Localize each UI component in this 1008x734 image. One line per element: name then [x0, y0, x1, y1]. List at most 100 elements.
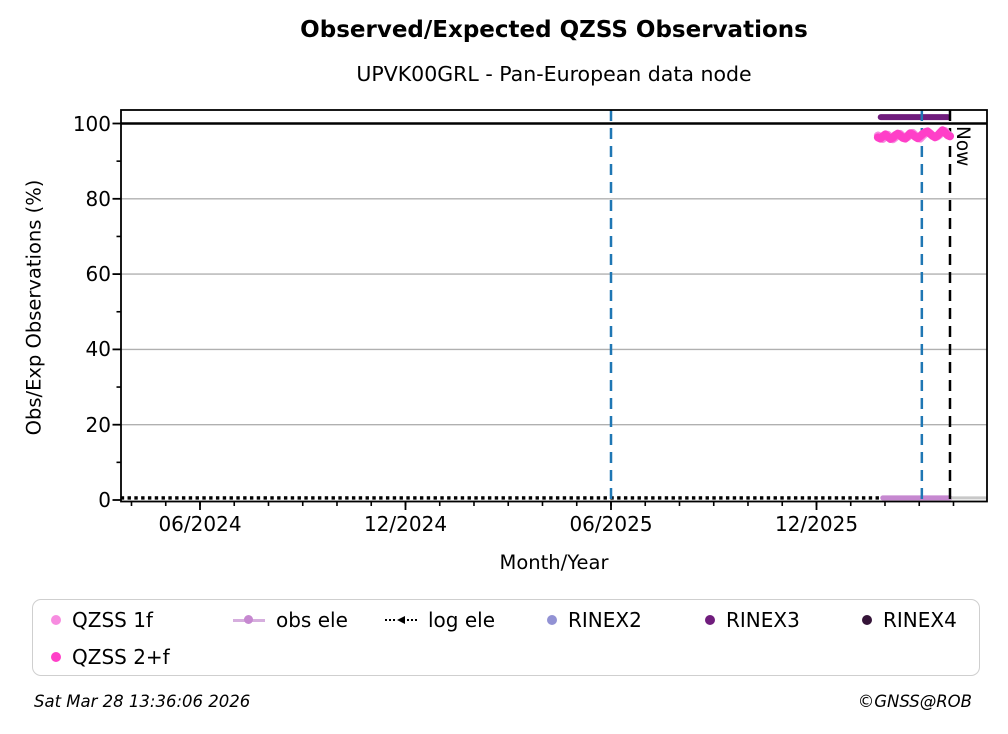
- log-ele-marker: [222, 496, 227, 500]
- log-ele-marker: [759, 496, 764, 500]
- legend-line-marker: [244, 615, 253, 624]
- y-tick-label: 40: [85, 337, 111, 362]
- log-ele-marker: [168, 496, 172, 500]
- legend-item-qzss-2-f[interactable]: QZSS 2+f: [51, 645, 170, 669]
- legend-item-log-ele[interactable]: log ele: [385, 608, 495, 632]
- log-ele-marker: [304, 496, 308, 500]
- legend-label: RINEX2: [568, 608, 642, 632]
- log-ele-marker: [379, 496, 383, 500]
- chart-subtitle: UPVK00GRL - Pan-European data node: [356, 62, 752, 86]
- log-ele-marker: [413, 496, 417, 500]
- log-ele-marker: [120, 496, 125, 500]
- log-ele-marker: [719, 496, 723, 500]
- log-ele-marker: [657, 496, 662, 500]
- log-ele-marker: [447, 496, 451, 500]
- legend-label: log ele: [428, 608, 496, 632]
- x-tick-label: 06/2025: [569, 512, 653, 536]
- log-ele-marker: [229, 496, 233, 500]
- log-ele-marker: [841, 496, 845, 500]
- log-ele-marker: [793, 496, 798, 500]
- legend-item-rinex3[interactable]: RINEX3: [705, 608, 800, 632]
- log-ele-marker: [542, 496, 546, 500]
- plot-frame: [120, 109, 988, 503]
- log-ele-marker: [338, 496, 342, 500]
- log-ele-marker: [725, 496, 730, 500]
- log-ele-marker: [875, 496, 879, 500]
- log-ele-marker: [195, 496, 199, 500]
- log-ele-marker: [161, 496, 165, 500]
- log-ele-marker: [290, 496, 295, 500]
- log-ele-marker: [807, 496, 811, 500]
- legend: QZSS 1f obs ele log ele RINEX2 RINEX3 RINEX4 Q…: [32, 599, 980, 676]
- log-ele-marker: [698, 496, 703, 500]
- log-ele-marker: [521, 496, 526, 500]
- legend-dot-icon: [51, 615, 61, 625]
- y-tick-label: 80: [85, 186, 111, 211]
- log-ele-marker: [453, 496, 458, 500]
- log-ele-marker: [283, 496, 288, 500]
- legend-dot-icon: [547, 615, 557, 625]
- log-ele-marker: [583, 496, 587, 500]
- log-ele-marker: [868, 496, 873, 500]
- log-ele-marker: [562, 496, 567, 500]
- log-ele-marker: [181, 496, 186, 500]
- log-ele-marker: [834, 496, 839, 500]
- legend-item-rinex2[interactable]: RINEX2: [547, 608, 642, 632]
- log-ele-marker: [596, 496, 601, 500]
- log-ele-marker: [351, 496, 356, 500]
- log-ele-marker: [569, 496, 573, 500]
- log-ele-marker: [399, 496, 403, 500]
- legend-dot-icon: [862, 615, 872, 625]
- log-ele-marker: [691, 496, 696, 500]
- log-ele-marker: [345, 496, 349, 500]
- log-ele-marker: [297, 496, 301, 500]
- log-ele-marker: [317, 496, 322, 500]
- log-ele-marker: [324, 496, 329, 500]
- legend-dotted-line-icon: [385, 614, 417, 626]
- log-ele-marker: [311, 496, 315, 500]
- legend-dot-icon: [705, 615, 715, 625]
- legend-triangle-marker: [397, 616, 405, 624]
- log-ele-marker: [705, 496, 709, 500]
- log-ele-marker: [474, 496, 478, 500]
- log-ele-marker: [589, 496, 594, 500]
- log-ele-marker: [827, 496, 832, 500]
- log-ele-marker: [331, 496, 335, 500]
- log-ele-marker: [243, 496, 247, 500]
- log-ele-marker: [487, 496, 492, 500]
- log-ele-marker: [528, 496, 533, 500]
- legend-item-qzss-1f[interactable]: QZSS 1f: [51, 608, 153, 632]
- log-ele-marker: [419, 496, 424, 500]
- log-ele-marker: [263, 496, 267, 500]
- x-tick-label: 12/2025: [774, 512, 859, 536]
- log-ele-marker: [385, 496, 390, 500]
- log-ele-marker: [426, 496, 431, 500]
- log-ele-marker: [555, 496, 560, 500]
- log-ele-marker: [494, 496, 499, 500]
- legend-item-rinex4[interactable]: RINEX4: [862, 608, 957, 632]
- log-ele-marker: [848, 496, 852, 500]
- log-ele-marker: [678, 496, 682, 500]
- log-ele-marker: [460, 496, 465, 500]
- log-ele-marker: [753, 496, 757, 500]
- log-ele-marker: [766, 496, 771, 500]
- log-ele-marker: [623, 496, 628, 500]
- y-tick-label: 60: [85, 262, 111, 287]
- log-ele-marker: [712, 496, 716, 500]
- x-axis-label: Month/Year: [499, 551, 609, 574]
- log-ele-marker: [467, 496, 471, 500]
- log-ele-marker: [406, 496, 410, 500]
- log-ele-marker: [515, 496, 519, 500]
- legend-label: obs ele: [276, 608, 348, 632]
- log-ele-marker: [277, 496, 281, 500]
- log-ele-marker: [141, 496, 145, 500]
- legend-item-obs-ele[interactable]: obs ele: [233, 608, 348, 632]
- log-ele-marker: [603, 496, 607, 500]
- log-ele-marker: [508, 496, 512, 500]
- log-ele-marker: [773, 496, 777, 500]
- log-ele-marker: [787, 496, 791, 500]
- y-tick-label: 0: [98, 488, 111, 512]
- log-ele-marker: [209, 496, 213, 500]
- timestamp-text: Sat Mar 28 13:36:06 2026: [34, 692, 251, 711]
